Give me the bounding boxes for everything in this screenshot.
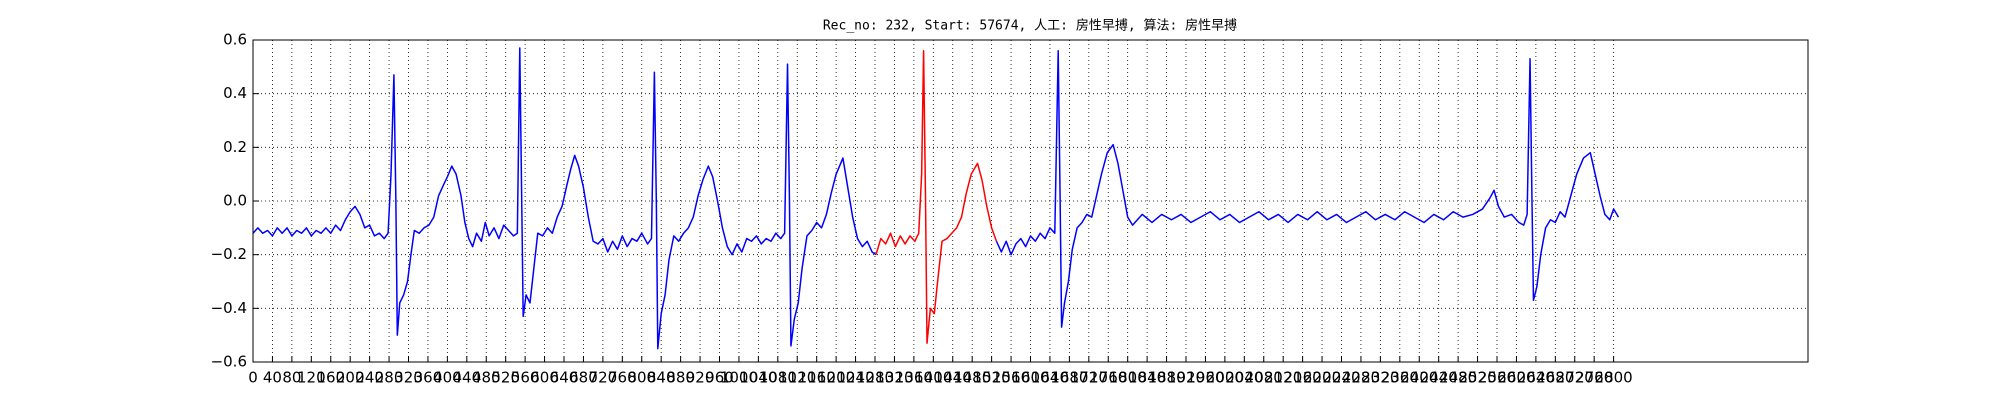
x-tick-label: 1480	[953, 369, 991, 387]
y-tick-label: −0.6	[211, 353, 247, 371]
x-tick-label: 440	[452, 369, 481, 387]
x-tick-label: 240	[355, 369, 384, 387]
x-tick-label: 1600	[1011, 369, 1049, 387]
x-tick-label: 760	[608, 369, 637, 387]
ecg-line	[995, 49, 1620, 328]
y-tick-label: −0.2	[211, 245, 247, 263]
x-tick-label: 1040	[739, 369, 777, 387]
x-tick-label: 880	[666, 369, 695, 387]
x-tick-label: 1160	[798, 369, 836, 387]
x-tick-label: 640	[550, 369, 579, 387]
x-tick-label: 80	[282, 369, 301, 387]
x-tick-label: 320	[394, 369, 423, 387]
x-tick-label: 120	[297, 369, 326, 387]
x-tick-label: 1280	[856, 369, 894, 387]
x-tick-label: 1240	[836, 369, 874, 387]
x-tick-label: 1320	[875, 369, 913, 387]
x-tick-label: 1440	[934, 369, 972, 387]
x-tick-label: 680	[569, 369, 598, 387]
x-tick-label: 1400	[914, 369, 952, 387]
x-tick-label: 2720	[1556, 369, 1594, 387]
y-tick-label: 0.0	[223, 192, 247, 210]
x-tick-label: 2480	[1439, 369, 1477, 387]
x-tick-label: 2680	[1536, 369, 1574, 387]
ecg-line	[875, 49, 998, 344]
x-tick-label: 2320	[1361, 369, 1399, 387]
x-tick-label: 1960	[1186, 369, 1224, 387]
x-tick-label: 2000	[1206, 369, 1244, 387]
x-tick-label: 1360	[895, 369, 933, 387]
x-tick-label: 1840	[1128, 369, 1166, 387]
x-tick-label: 2640	[1517, 369, 1555, 387]
x-tick-label: 0	[248, 369, 258, 387]
x-tick-label: 1080	[759, 369, 797, 387]
x-tick-label: 2280	[1342, 369, 1380, 387]
x-tick-label: 2440	[1420, 369, 1458, 387]
x-tick-label: 1760	[1089, 369, 1127, 387]
x-tick-label: 400	[433, 369, 462, 387]
x-tick-label: 1880	[1147, 369, 1185, 387]
x-tick-label: 2600	[1497, 369, 1535, 387]
x-tick-label: 2760	[1575, 369, 1613, 387]
x-tick-label: 1720	[1070, 369, 1108, 387]
ecg-line	[252, 47, 877, 350]
x-tick-label: 2240	[1322, 369, 1360, 387]
x-tick-label: 1120	[778, 369, 816, 387]
x-tick-label: 960	[705, 369, 734, 387]
x-tick-label: 2400	[1400, 369, 1438, 387]
x-tick-label: 920	[686, 369, 715, 387]
x-tick-label: 1800	[1109, 369, 1147, 387]
x-tick-label: 1560	[992, 369, 1030, 387]
x-tick-label: 1200	[817, 369, 855, 387]
y-tick-label: 0.4	[223, 84, 247, 102]
x-tick-label: 40	[263, 369, 282, 387]
y-tick-label: 0.2	[223, 138, 247, 156]
x-tick-label: 2040	[1225, 369, 1263, 387]
x-tick-label: 160	[316, 369, 345, 387]
x-tick-label: 1920	[1167, 369, 1205, 387]
x-tick-label: 360	[414, 369, 443, 387]
x-tick-label: 1000	[720, 369, 758, 387]
x-tick-label: 600	[530, 369, 559, 387]
y-tick-label: 0.6	[223, 31, 247, 49]
x-tick-label: 2800	[1595, 369, 1633, 387]
x-tick-label: 280	[375, 369, 404, 387]
x-tick-label: 520	[491, 369, 520, 387]
x-tick-label: 800	[627, 369, 656, 387]
x-tick-label: 720	[589, 369, 618, 387]
x-tick-label: 200	[336, 369, 365, 387]
x-tick-label: 2160	[1284, 369, 1322, 387]
x-tick-label: 560	[511, 369, 540, 387]
x-tick-label: 2080	[1245, 369, 1283, 387]
x-tick-label: 480	[472, 369, 501, 387]
y-tick-label: −0.4	[211, 299, 247, 317]
chart-title: Rec_no: 232, Start: 57674, 人工: 房性早搏, 算法:…	[823, 18, 1237, 34]
x-tick-label: 2560	[1478, 369, 1516, 387]
x-tick-label: 2520	[1458, 369, 1496, 387]
x-tick-label: 2120	[1264, 369, 1302, 387]
x-tick-label: 1640	[1031, 369, 1069, 387]
x-tick-label: 840	[647, 369, 676, 387]
x-tick-label: 1680	[1050, 369, 1088, 387]
x-tick-label: 2360	[1381, 369, 1419, 387]
plot-frame	[252, 39, 1809, 363]
x-tick-label: 1520	[973, 369, 1011, 387]
x-tick-label: 2200	[1303, 369, 1341, 387]
